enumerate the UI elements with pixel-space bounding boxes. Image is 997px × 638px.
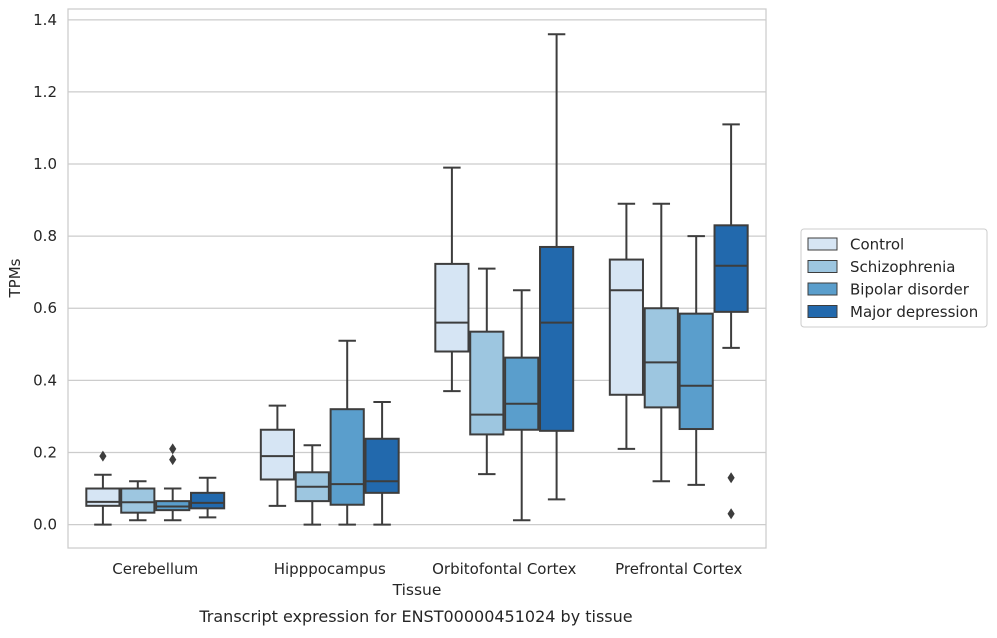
y-axis-ticks: 0.0 0.2 0.4 0.6 0.8 1.0 1.2 1.4 [33,11,57,534]
plot-area [67,8,767,549]
y-tick-label: 0.0 [33,516,57,534]
box [294,444,330,526]
legend-label: Control [850,236,904,254]
x-axis-label: Tissue [392,581,442,599]
box [190,476,226,519]
box [329,339,365,526]
box [643,202,679,483]
box-body [539,245,575,432]
box-body [504,356,540,431]
box-body [713,224,749,313]
legend: Control Schizophrenia Bipolar disorder Majo… [800,228,988,328]
box-body [85,487,121,507]
box-body [190,491,226,510]
box-body [120,487,156,514]
outlier-point [99,450,107,462]
legend-swatch [807,305,838,318]
outlier-point [169,443,177,455]
box [539,33,575,501]
legend-label: Schizophrenia [850,258,955,276]
box-body [469,330,505,436]
box [364,400,400,526]
box-body [364,437,400,494]
outlier-point [727,472,735,484]
box-body [259,428,295,481]
y-tick-label: 1.4 [33,11,57,29]
y-tick-label: 0.4 [33,371,57,389]
box [120,480,156,522]
box-body [643,307,679,409]
gridlines [68,19,766,526]
box-body [678,312,714,431]
legend-frame [800,228,988,328]
box-body [329,408,365,506]
box [713,123,749,520]
x-axis-ticks: Cerebellum Hipppocampus Orbitofontal Corte… [112,560,742,578]
legend-swatch [807,237,838,251]
legend-label: Major depression [850,303,978,321]
y-axis-label: TPMs [6,258,24,298]
outlier-point [727,508,735,520]
y-tick-label: 0.6 [33,299,57,317]
legend-swatch [807,282,838,296]
x-tick-label: Orbitofontal Cortex [432,560,576,578]
y-tick-label: 1.2 [33,83,57,101]
box [469,267,505,476]
y-tick-label: 1.0 [33,155,57,173]
box [608,202,644,450]
legend-swatch [807,260,838,273]
boxes [85,33,749,526]
box-body [434,262,470,353]
box [434,166,470,393]
legend-label: Bipolar disorder [850,281,970,299]
y-tick-label: 0.8 [33,227,57,245]
x-tick-label: Cerebellum [112,560,198,578]
box [259,404,295,507]
box-body [608,258,644,396]
outlier-point [169,454,177,466]
x-tick-label: Hipppocampus [274,560,386,578]
box [504,289,540,522]
chart-caption: Transcript expression for ENST0000045102… [198,607,632,626]
box [85,450,121,526]
box [155,443,191,522]
x-tick-label: Prefrontal Cortex [615,560,742,578]
y-tick-label: 0.2 [33,443,57,461]
box [678,235,714,486]
